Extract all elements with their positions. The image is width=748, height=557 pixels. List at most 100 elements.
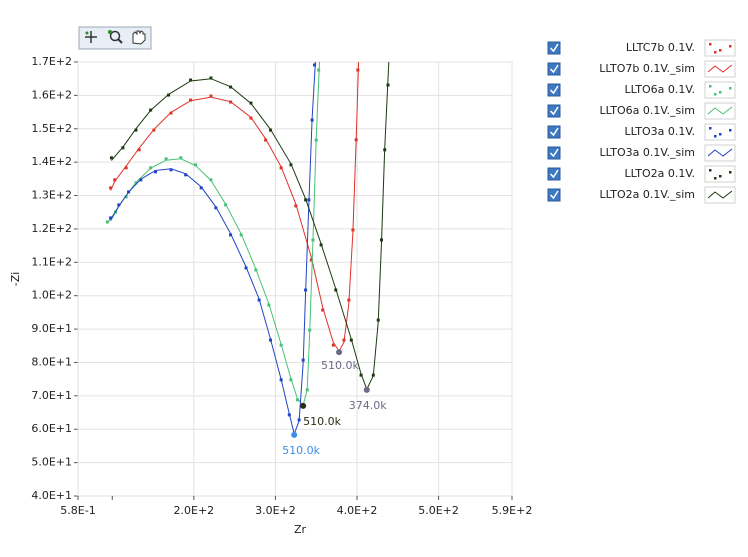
legend-checkbox[interactable] bbox=[547, 167, 561, 181]
legend-label: LLTO2a 0.1V._sim bbox=[600, 188, 695, 201]
legend-label: LLTO3a 0.1V._sim bbox=[600, 146, 695, 159]
legend-checkbox[interactable] bbox=[547, 104, 561, 118]
legend-check bbox=[549, 127, 559, 137]
y-tick-label: 4.0E+1 bbox=[31, 489, 72, 502]
data-point bbox=[295, 398, 299, 402]
data-point bbox=[189, 98, 193, 102]
legend-swatch bbox=[729, 87, 732, 90]
legend-swatch bbox=[709, 127, 712, 130]
y-axis-label: -Zi bbox=[9, 272, 22, 287]
legend-checkbox[interactable] bbox=[547, 125, 561, 139]
pan-tool[interactable] bbox=[132, 30, 146, 45]
legend-item[interactable]: LLTO3a 0.1V._sim bbox=[547, 144, 736, 162]
legend-item[interactable]: LLTO6a 0.1V._sim bbox=[547, 102, 736, 120]
series-line bbox=[111, 61, 390, 391]
legend-swatch bbox=[719, 175, 722, 178]
x-tick-label: 4.0E+2 bbox=[337, 504, 378, 517]
legend-check bbox=[549, 106, 559, 116]
data-point bbox=[113, 178, 117, 182]
legend-swatch-frame bbox=[704, 39, 736, 57]
x-tick-label: 2.0E+2 bbox=[174, 504, 215, 517]
legend-swatch-frame bbox=[704, 102, 736, 120]
legend-label: LLTO3a 0.1V. bbox=[625, 125, 695, 138]
series-line bbox=[110, 61, 316, 436]
data-point bbox=[214, 206, 218, 210]
annotation: 510.0k bbox=[321, 359, 359, 372]
y-tick-label: 5.0E+1 bbox=[31, 456, 72, 469]
data-point bbox=[109, 156, 113, 160]
legend-swatch-frame bbox=[704, 144, 736, 162]
y-tick-label: 8.0E+1 bbox=[31, 355, 72, 368]
y-tick-label: 1.3E+2 bbox=[31, 189, 72, 202]
legend-swatch bbox=[707, 190, 733, 199]
x-tick-label: 5.0E+2 bbox=[418, 504, 459, 517]
annotation-marker bbox=[300, 402, 307, 409]
data-point bbox=[264, 138, 268, 142]
legend-checkbox[interactable] bbox=[547, 188, 561, 202]
data-point bbox=[313, 63, 317, 67]
cursor-tool[interactable] bbox=[85, 31, 97, 43]
plot: 510.0k 510.0k 510.0k 374.0k bbox=[105, 61, 390, 457]
legend: LLTC7b 0.1V. LLTO7b 0.1V._sim LLTO6a 0.1V.… bbox=[547, 39, 736, 204]
legend-swatch bbox=[707, 64, 733, 73]
data-point bbox=[169, 168, 173, 172]
y-tick-label: 7.0E+1 bbox=[31, 389, 72, 402]
legend-swatch bbox=[714, 93, 717, 96]
annotation: 510.0k bbox=[282, 444, 320, 457]
y-tick-label: 1.7E+2 bbox=[31, 55, 72, 68]
annotation-marker bbox=[336, 349, 343, 356]
x-tick-label: 3.0E+2 bbox=[255, 504, 296, 517]
legend-item[interactable]: LLTO3a 0.1V. bbox=[547, 123, 736, 141]
y-tick-label: 1.2E+2 bbox=[31, 222, 72, 235]
legend-swatch bbox=[719, 133, 722, 136]
legend-checkbox[interactable] bbox=[547, 41, 561, 55]
legend-check bbox=[549, 85, 559, 95]
zoom-tool[interactable] bbox=[108, 30, 123, 44]
legend-swatch bbox=[709, 43, 712, 46]
y-tick-label: 9.0E+1 bbox=[31, 322, 72, 335]
legend-swatch bbox=[714, 135, 717, 138]
y-tick-label: 6.0E+1 bbox=[31, 422, 72, 435]
data-point bbox=[209, 94, 213, 98]
data-point bbox=[331, 343, 335, 347]
y-tick-label: 1.1E+2 bbox=[31, 255, 72, 268]
legend-swatch bbox=[709, 169, 712, 172]
legend-checkbox[interactable] bbox=[547, 62, 561, 76]
legend-check bbox=[549, 169, 559, 179]
legend-label: LLTO7b 0.1V._sim bbox=[599, 62, 695, 75]
legend-swatch bbox=[714, 51, 717, 54]
legend-item[interactable]: LLTO7b 0.1V._sim bbox=[547, 60, 736, 78]
legend-checkbox[interactable] bbox=[547, 146, 561, 160]
x-tick-label: 5.8E-1 bbox=[60, 504, 95, 517]
legend-label: LLTO6a 0.1V. bbox=[625, 83, 695, 96]
legend-swatch bbox=[729, 171, 732, 174]
data-point bbox=[134, 128, 138, 132]
legend-item[interactable]: LLTO2a 0.1V. bbox=[547, 165, 736, 183]
data-point bbox=[184, 173, 188, 177]
data-point bbox=[124, 166, 128, 170]
annotation: 374.0k bbox=[349, 399, 387, 412]
legend-check bbox=[549, 148, 559, 158]
legend-item[interactable]: LLTC7b 0.1V. bbox=[547, 39, 736, 57]
legend-swatch-frame bbox=[704, 60, 736, 78]
data-point bbox=[109, 186, 113, 190]
data-point bbox=[154, 170, 157, 174]
y-tick-label: 1.4E+2 bbox=[31, 155, 72, 168]
legend-swatch bbox=[707, 148, 733, 157]
data-point bbox=[137, 148, 141, 152]
legend-check bbox=[549, 64, 559, 74]
data-point bbox=[209, 76, 213, 80]
data-point bbox=[321, 308, 325, 312]
y-tick-label: 1.6E+2 bbox=[31, 88, 72, 101]
legend-item[interactable]: LLTO2a 0.1V._sim bbox=[547, 186, 736, 204]
legend-check bbox=[549, 190, 559, 200]
data-point bbox=[193, 163, 197, 167]
legend-label: LLTO2a 0.1V. bbox=[625, 167, 695, 180]
grid: 4.0E+1 5.0E+1 6.0E+1 7.0E+1 8.0E+1 9.0E+1 1.0E… bbox=[31, 55, 532, 517]
data-point bbox=[105, 220, 109, 224]
legend-item[interactable]: LLTO6a 0.1V. bbox=[547, 81, 736, 99]
legend-checkbox[interactable] bbox=[547, 83, 561, 97]
legend-swatch bbox=[719, 91, 722, 94]
data-point bbox=[199, 186, 203, 190]
